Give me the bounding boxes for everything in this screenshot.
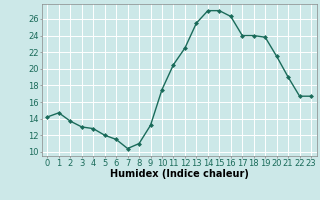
X-axis label: Humidex (Indice chaleur): Humidex (Indice chaleur): [110, 169, 249, 179]
